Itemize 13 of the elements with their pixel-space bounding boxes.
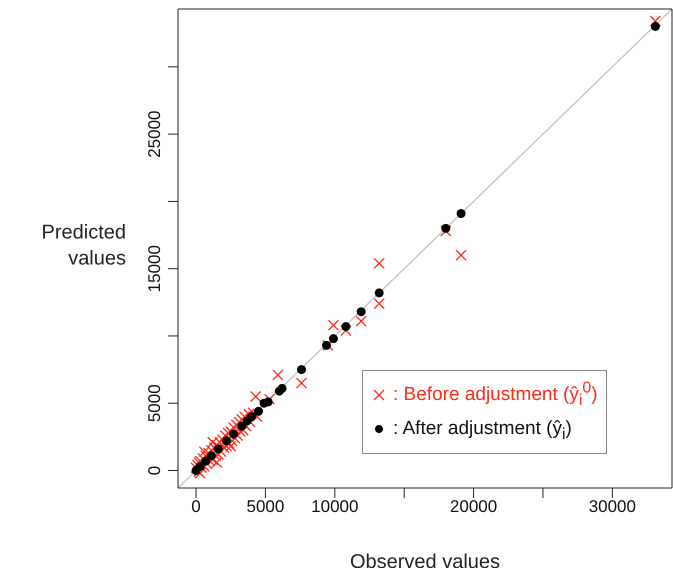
x-tick-label: 30000 xyxy=(588,497,636,516)
y-tick-label: 5000 xyxy=(145,384,164,422)
x-tick-label: 0 xyxy=(191,497,201,516)
y-tick-label: 0 xyxy=(145,466,164,476)
legend-label: : Before adjustment (ŷ$_{i}$$^{0}$) xyxy=(393,380,598,410)
x-tick-label: 5000 xyxy=(246,497,284,516)
legend-label: : After adjustment (ŷ$_{i}$) xyxy=(393,418,572,443)
y-tick-label: 25000 xyxy=(145,110,164,158)
y-axis-title: Predicted values xyxy=(42,222,126,270)
x-tick-label: 10000 xyxy=(311,497,358,516)
x-tick-label: 20000 xyxy=(450,497,498,516)
y-tick-label: 15000 xyxy=(145,245,164,292)
x-axis-title: Observed values xyxy=(350,551,500,573)
